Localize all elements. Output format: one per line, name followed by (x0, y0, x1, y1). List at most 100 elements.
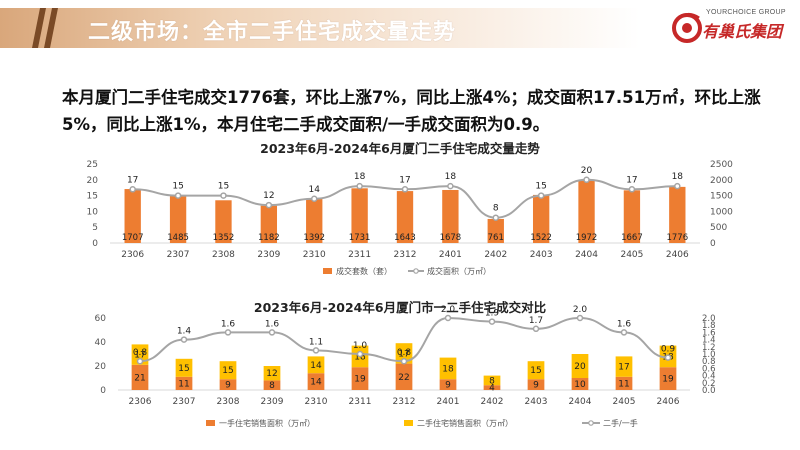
chart2-bar-secondhand-label: 15 (530, 366, 541, 376)
chart2-category-label: 2402 (481, 397, 504, 407)
chart1-category-label: 2404 (575, 250, 598, 260)
chart2-bar-secondhand-label: 17 (398, 349, 409, 359)
chart1-line-point (265, 201, 273, 209)
chart2-ratio-point (136, 357, 144, 365)
logo-english-text: YOURCHOICE GROUP (706, 9, 786, 16)
chart2-bar-secondhand (395, 343, 413, 364)
chart1-category-label: 2310 (303, 250, 326, 260)
chart1-bar-label: 1643 (394, 233, 416, 243)
chart2-legend-ratio-marker (588, 420, 594, 426)
chart2-bar-secondhand-label: 18 (442, 364, 454, 374)
chart2-ratio-point (532, 325, 540, 333)
chart2-bar-new-label: 11 (618, 379, 629, 389)
chart2-bar-secondhand (219, 361, 237, 380)
chart1-legend-bar-swatch (323, 268, 332, 274)
chart2-right-tick-label: 1.0 (702, 350, 716, 360)
chart1-category-label: 2401 (439, 250, 462, 260)
chart2-bar-new (659, 367, 677, 390)
chart1-category-label: 2309 (257, 250, 280, 260)
chart2-legend-new-label: 一手住宅销售面积（万㎡） (219, 418, 315, 428)
chart2-bar-new-label: 9 (445, 381, 451, 391)
chart1-legend-line-marker (413, 268, 419, 274)
chart1-category-label: 2307 (167, 250, 190, 260)
chart2-bar-new (263, 380, 281, 390)
chart2-category-label: 2307 (173, 397, 196, 407)
chart2-bar-new (439, 379, 457, 390)
chart1-line-point (583, 176, 590, 184)
chart1-left-tick-label: 15 (87, 192, 98, 202)
chart1-category-label: 2405 (620, 250, 643, 260)
chart1-bar (669, 186, 686, 243)
chart2-bar-secondhand (615, 356, 633, 377)
chart2-category-label: 2309 (261, 397, 284, 407)
chart2-ratio-label: 1.6 (617, 319, 632, 329)
chart2-bar-secondhand-label: 20 (574, 362, 586, 372)
chart1-bar-label: 761 (488, 233, 504, 243)
chart1-bar-label: 1485 (167, 233, 189, 243)
chart1-bar (487, 218, 504, 243)
chart2-bar-new (175, 376, 193, 390)
chart2-bar-new-label: 22 (398, 373, 409, 383)
chart2-bar-new (307, 373, 325, 390)
chart1-category-label: 2312 (394, 250, 417, 260)
chart2-bar-secondhand-label: 15 (222, 366, 233, 376)
chart2-ratio-point (576, 314, 584, 322)
chart2-ratio-point (268, 329, 276, 336)
chart1-bar (351, 188, 368, 243)
chart2-bar-new (131, 364, 149, 390)
chart2-category-label: 2405 (613, 397, 636, 407)
chart1-line-label: 18 (445, 172, 457, 182)
title-stripes-icon (32, 8, 58, 48)
chart1-line-point (674, 182, 681, 190)
chart2-bar-secondhand (175, 358, 193, 377)
chart1-right-tick-label: 1500 (710, 192, 733, 202)
chart2-bar-new-label: 8 (269, 381, 275, 391)
chart2-bar-new (527, 379, 545, 390)
chart2-bar-new-label: 19 (662, 375, 674, 385)
chart2-title: 2023年6月-2024年6月厦门市一二手住宅成交对比 (253, 300, 547, 315)
chart1-category-label: 2308 (212, 250, 235, 260)
chart1-bar-label: 1678 (440, 233, 462, 243)
chart2-bar-new (219, 379, 237, 390)
chart1-bar (306, 199, 323, 243)
chart2-ratio-label: 1.6 (265, 319, 280, 329)
chart1-category-label: 2403 (530, 250, 553, 260)
chart2-right-tick-label: 1.8 (702, 321, 716, 331)
chart1-line-point (492, 214, 500, 221)
chart1-bar (169, 196, 187, 243)
chart2-ratio-point (400, 357, 408, 365)
chart1-line-label: 15 (172, 182, 183, 192)
chart2-ratio-label: 0.8 (397, 348, 412, 358)
chart1-bar (623, 190, 641, 243)
chart2-ratio-point (664, 354, 672, 361)
summary-paragraph: 本月厦门二手住宅成交1776套，环比上涨7%，同比上涨4%；成交面积17.51万… (62, 84, 762, 138)
chart2-bar-secondhand-label: 12 (266, 369, 277, 379)
chart2-bar-secondhand-label: 17 (134, 351, 145, 361)
chart2-category-label: 2403 (525, 397, 548, 407)
chart2-category-label: 2312 (393, 397, 416, 407)
chart2-bar-new-label: 21 (134, 373, 145, 383)
chart1-line-point (401, 186, 409, 193)
chart1-bar-label: 1972 (576, 233, 598, 243)
company-logo-icon (672, 13, 702, 43)
chart2-bar-new (395, 363, 413, 390)
chart1-line-label: 17 (127, 175, 138, 185)
chart1-bar-label: 1522 (530, 233, 552, 243)
chart1-line-label: 15 (218, 182, 229, 192)
chart2-bar-new (571, 378, 589, 390)
chart1-bar-label: 1352 (213, 233, 235, 243)
chart2-bar-new-label: 4 (489, 384, 495, 394)
chart2-category-label: 2308 (217, 397, 240, 407)
chart2-ratio-point (180, 336, 188, 343)
chart2-ratio-point (444, 314, 452, 322)
chart1-left-tick-label: 5 (92, 223, 98, 233)
chart2-bar-new-label: 19 (354, 375, 366, 385)
chart2-ratio-label: 1.4 (177, 327, 192, 337)
chart2-bar-new-label: 10 (574, 380, 586, 390)
chart1-bar (396, 191, 414, 243)
chart2-ratio-label: 1.7 (529, 316, 543, 326)
chart1-legend-bar-label: 成交套数（套） (336, 266, 392, 276)
page-title: 二级市场：全市二手住宅成交量走势 (88, 20, 457, 45)
chart1-line-label: 12 (263, 191, 274, 201)
